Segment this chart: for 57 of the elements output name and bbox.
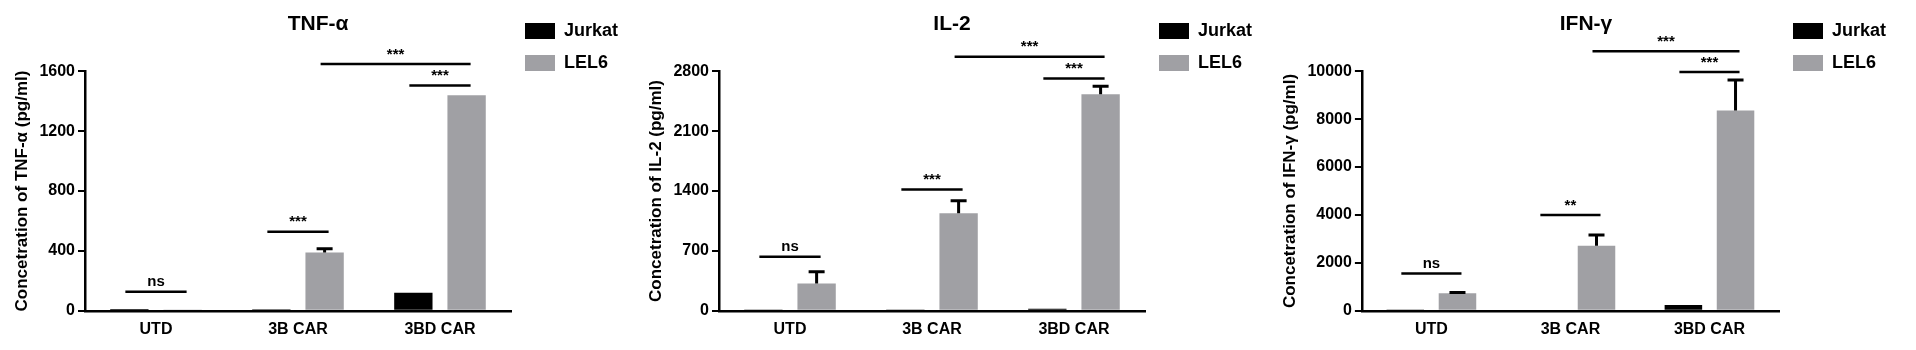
annotation: ns [781, 237, 799, 255]
annotation: ** [1564, 195, 1577, 213]
y-tick-label: 0 [1342, 301, 1352, 319]
y-tick-label: 1400 [673, 181, 710, 199]
y-tick-label: 1200 [39, 121, 76, 139]
legend-label: LEL6 [1831, 51, 1876, 72]
bar [447, 95, 486, 310]
annotation: ns [147, 272, 165, 290]
y-tick-label: 0 [66, 301, 76, 319]
y-tick-label: 800 [48, 181, 76, 199]
y-tick-label: 6000 [1316, 157, 1352, 175]
bar [797, 283, 836, 310]
x-tick-label: UTD [1414, 319, 1448, 337]
bar [1438, 293, 1477, 310]
legend-label: LEL6 [1197, 51, 1242, 72]
annotation: *** [289, 212, 307, 230]
text: *** [1700, 52, 1719, 70]
legend-label: Jurkat [1197, 19, 1253, 40]
legend-label: Jurkat [1831, 19, 1887, 40]
x-tick-label: 3B CAR [268, 319, 329, 337]
y-tick-label: 400 [48, 241, 76, 259]
chart-title: TNF-α [287, 11, 349, 35]
bar [1081, 94, 1120, 310]
x-tick-label: 3BD CAR [1673, 319, 1746, 337]
x-tick-label: UTD [139, 319, 173, 337]
annotation: *** [431, 66, 449, 84]
y-tick-label: 8000 [1316, 109, 1352, 127]
bar [939, 213, 978, 310]
y-tick-label: 700 [682, 241, 710, 259]
y-tick-label: 4000 [1316, 205, 1352, 223]
y-axis-title: Concetration of IFN-γ (pg/ml) [1279, 73, 1299, 309]
y-tick-label: 10000 [1307, 61, 1352, 79]
y-tick-label: 2100 [673, 121, 710, 139]
bar [305, 252, 344, 310]
x-tick-label: 3BD CAR [404, 319, 476, 337]
y-tick-label: 2800 [673, 61, 710, 79]
chart-title: IL-2 [933, 11, 971, 35]
text: *** [1020, 37, 1039, 55]
y-tick-label: 2000 [1316, 253, 1352, 271]
x-tick-label: 3B CAR [1540, 319, 1601, 337]
legend-label: LEL6 [563, 51, 608, 72]
y-axis-title: Concetration of TNF-α (pg/ml) [11, 70, 31, 312]
bar [1577, 245, 1616, 310]
legend-label: Jurkat [563, 19, 619, 40]
y-tick-label: 1600 [39, 61, 76, 79]
annotation: ns [1422, 254, 1441, 272]
text: *** [1657, 31, 1675, 49]
annotation: *** [1065, 59, 1083, 77]
x-tick-label: 3B CAR [902, 319, 963, 337]
y-axis-title: Concetration of IL-2 (pg/ml) [645, 80, 665, 302]
annotation: *** [923, 170, 941, 188]
bar [1716, 110, 1755, 310]
x-tick-label: UTD [773, 319, 807, 337]
text: *** [386, 44, 405, 62]
chart-title: IFN-γ [1559, 11, 1613, 35]
x-tick-label: 3BD CAR [1038, 319, 1110, 337]
y-tick-label: 0 [700, 301, 710, 319]
